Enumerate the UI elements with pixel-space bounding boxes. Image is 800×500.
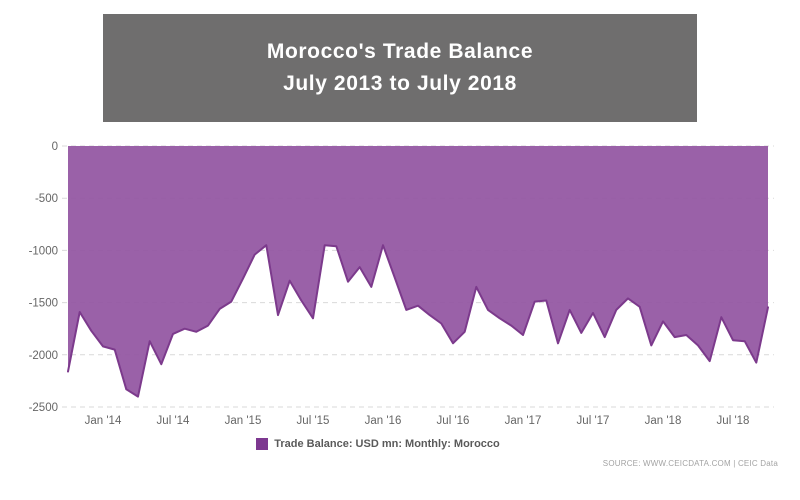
y-tick-label: -2000 <box>29 350 58 362</box>
x-tick-label: Jul '17 <box>577 415 610 427</box>
chart-legend[interactable]: Trade Balance: USD mn: Monthly: Morocco <box>0 438 756 450</box>
y-tick-label: -500 <box>35 193 58 205</box>
x-axis-labels: Jan '14 Jul '14 Jan '15 Jul '15 Jan '16 Jul '… <box>85 415 750 427</box>
x-tick-label: Jan '17 <box>505 415 542 427</box>
x-tick-label: Jan '15 <box>225 415 262 427</box>
chart-title: Morocco's Trade Balance July 2013 to Jul… <box>103 14 697 122</box>
trade-balance-area[interactable] <box>68 146 768 397</box>
x-tick-label: Jul '15 <box>297 415 330 427</box>
x-tick-label: Jul '16 <box>437 415 470 427</box>
x-tick-label: Jul '18 <box>717 415 750 427</box>
y-tick-label: 0 <box>52 141 58 153</box>
y-tick-label: -1500 <box>29 298 58 310</box>
chart-title-line1: Morocco's Trade Balance <box>266 40 534 63</box>
y-axis-labels: 0 -500 -1000 -1500 -2000 -2500 <box>29 141 58 414</box>
legend-series-label: Trade Balance: USD mn: Monthly: Morocco <box>274 438 500 450</box>
x-tick-label: Jul '14 <box>157 415 190 427</box>
legend-marker-icon <box>256 438 269 450</box>
x-tick-label: Jan '14 <box>85 415 122 427</box>
x-tick-label: Jan '16 <box>365 415 402 427</box>
trade-balance-line[interactable] <box>67 244 769 398</box>
x-tick-label: Jan '18 <box>645 415 682 427</box>
y-tick-label: -1000 <box>29 245 58 257</box>
y-tick-label: -2500 <box>29 402 58 414</box>
chart-title-line2: July 2013 to July 2018 <box>283 72 517 95</box>
source-attribution: SOURCE: WWW.CEICDATA.COM | CEIC Data <box>602 459 778 468</box>
